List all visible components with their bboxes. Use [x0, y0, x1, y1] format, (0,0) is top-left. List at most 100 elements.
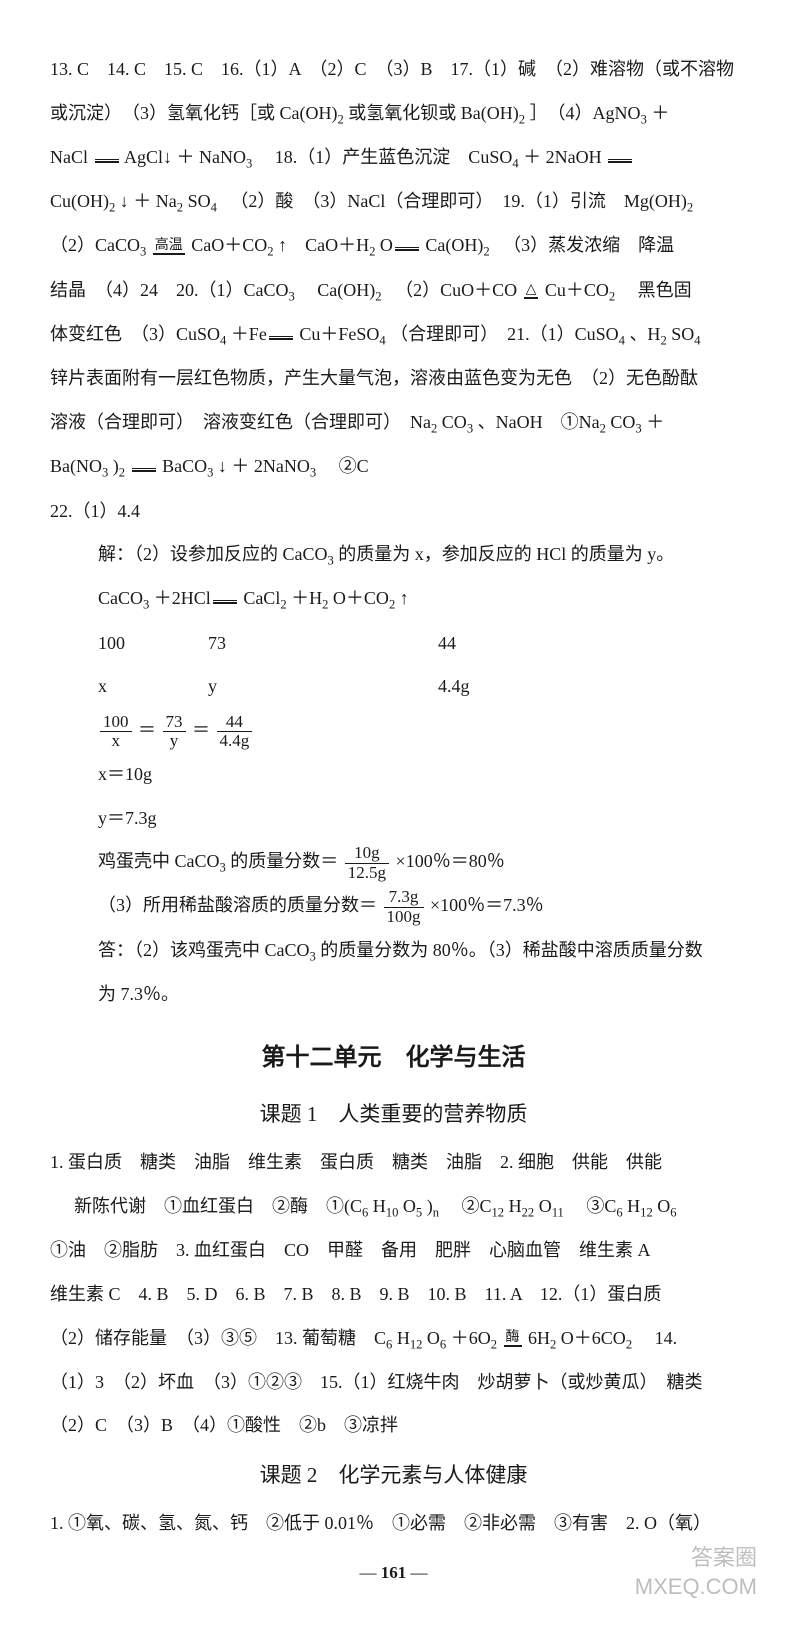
- proportion-equation: 100x ＝ 73y ＝ 444.4g: [50, 711, 737, 751]
- reaction-condition-triangle: △: [524, 283, 539, 300]
- txt: ＋Fe: [231, 324, 267, 344]
- topic-2-heading: 课题 2 化学元素与人体健康: [50, 1452, 737, 1498]
- equals-icon: [132, 467, 156, 469]
- u12-t2-q1: 1. ①氧、碳、氢、氮、钙 ②低于 0.01％ ①必需 ②非必需 ③有害 2. …: [50, 1504, 737, 1544]
- txt: 答：（2）该鸡蛋壳中 CaCO: [98, 940, 310, 960]
- u12-q3: ①油 ②脂肪 3. 血红蛋白 CO 甲醛 备用 肥胖 心脑血管 维生素 A: [50, 1231, 737, 1271]
- x-equals: x＝10g: [50, 755, 737, 795]
- u12-q1: 1. 蛋白质 糖类 油脂 维生素 蛋白质 糖类 油脂 2. 细胞 供能 供能: [50, 1143, 737, 1183]
- reaction-condition-high-temp: 高温: [153, 239, 185, 256]
- txt: 的质量为 x，参加反应的 HCl 的质量为 y。: [338, 544, 674, 564]
- txt: NaCl: [50, 147, 93, 167]
- txt: ②C: [321, 456, 369, 476]
- txt: Cu＋FeSO: [299, 324, 379, 344]
- txt: O: [657, 1196, 670, 1216]
- val: 100: [98, 624, 208, 664]
- txt: （合理即可） 21.（1）CuSO: [390, 324, 619, 344]
- fraction: 100x: [100, 713, 132, 751]
- txt: （2）酸 （3）NaCl（合理即可） 19.（1）引流 Mg(OH): [221, 191, 686, 211]
- txt: 的质量分数＝: [230, 851, 338, 871]
- line-20-1: 结晶 （4）24 20.（1）CaCO3 Ca(OH)2 （2）CuO＋CO △…: [50, 271, 737, 311]
- page-content: 13. C 14. C 15. C 16.（1）A （2）C （3）B 17.（…: [0, 0, 787, 1631]
- line-19-2: （2）CaCO3 高温 CaO＋CO2 ↑ CaO＋H2 O Ca(OH)2 （…: [50, 226, 737, 266]
- line-22-1: 22.（1）4.4: [50, 492, 737, 532]
- txt: 18.（1）产生蓝色沉淀 CuSO: [257, 147, 513, 167]
- txt: （2）CuO＋CO: [386, 280, 517, 300]
- txt: CO: [610, 412, 635, 432]
- line-18-2: Cu(OH)2 ↓ ＋ Na2 SO4 （2）酸 （3）NaCl（合理即可） 1…: [50, 182, 737, 222]
- equation-caco3-hcl: CaCO3 ＋2HCl CaCl2 ＋H2 O＋CO2 ↑: [50, 579, 737, 619]
- page-number: — 161 —: [50, 1554, 737, 1591]
- txt: ②C: [443, 1196, 491, 1216]
- equals-icon: [269, 335, 293, 337]
- stoich-var-row: x y 4.4g: [98, 667, 737, 707]
- txt: AgCl↓ ＋ NaNO: [124, 147, 246, 167]
- mass-fraction-egg: 鸡蛋壳中 CaCO3 的质量分数＝ 10g12.5g ×100％＝80％: [50, 842, 737, 882]
- u12-q5: （2）储存能量 （3）③⑤ 13. 葡萄糖 C6 H12 O6 ＋6O2 酶 6…: [50, 1319, 737, 1359]
- txt: CaCO: [98, 588, 143, 608]
- u12-q2: 新陈代谢 ①血红蛋白 ②酶 ①(C6 H10 O5 )n ②C12 H22 O1…: [50, 1187, 737, 1227]
- equals-icon: [395, 246, 419, 248]
- txt: （3）蒸发浓缩 降温: [494, 235, 674, 255]
- txt: ＋6O: [451, 1328, 491, 1348]
- txt: ＋: [646, 412, 664, 432]
- topic-1-heading: 课题 1 人类重要的营养物质: [50, 1091, 737, 1137]
- txt: Ba(NO: [50, 456, 102, 476]
- line-20-3: 体变红色 （3）CuSO4 ＋Fe Cu＋FeSO4 （合理即可） 21.（1）…: [50, 315, 737, 355]
- txt: CaO＋CO: [191, 235, 267, 255]
- line-21-3: Ba(NO3 )2 BaCO3 ↓ ＋ 2NaNO3 ②C: [50, 447, 737, 487]
- txt: O＋CO: [333, 588, 389, 608]
- txt: （2）储存能量 （3）③⑤ 13. 葡萄糖 C: [50, 1328, 386, 1348]
- txt: O: [403, 1196, 416, 1216]
- equals-icon: [95, 158, 119, 160]
- txt: 的质量分数为 80％。（3）稀盐酸中溶质质量分数: [320, 940, 703, 960]
- u12-q4: 维生素 C 4. B 5. D 6. B 7. B 8. B 9. B 10. …: [50, 1275, 737, 1315]
- txt: 黑色固: [620, 280, 692, 300]
- fraction: 444.4g: [217, 713, 253, 751]
- u12-q6: （1）3 （2）坏血 （3）①②③ 15.（1）红烧牛肉 炒胡萝卜（或炒黄瓜） …: [50, 1363, 737, 1403]
- txt: Ca(OH): [299, 280, 375, 300]
- txt: ↑ CaO＋H: [278, 235, 369, 255]
- txt: 结晶 （4）24 20.（1）CaCO: [50, 280, 289, 300]
- mass-fraction-hcl: （3）所用稀盐酸溶质的质量分数＝ 7.3g100g ×100％＝7.3％: [50, 886, 737, 926]
- txt: ］ （4）AgNO: [530, 103, 641, 123]
- txt: BaCO: [162, 456, 207, 476]
- line-21-2: 溶液（合理即可） 溶液变红色（合理即可） Na2 CO3 、NaOH ①Na2 …: [50, 403, 737, 443]
- txt: ×100％＝7.3％: [430, 895, 544, 915]
- txt: 、H: [629, 324, 660, 344]
- line-18-1: NaCl AgCl↓ ＋ NaNO3 18.（1）产生蓝色沉淀 CuSO4 ＋ …: [50, 138, 737, 178]
- txt: 6H: [528, 1328, 550, 1348]
- txt: 解：（2）设参加反应的 CaCO: [98, 544, 328, 564]
- u12-q7: （2）C （3）B （4）①酸性 ②b ③凉拌: [50, 1406, 737, 1446]
- answer-line-1: 答：（2）该鸡蛋壳中 CaCO3 的质量分数为 80％。（3）稀盐酸中溶质质量分…: [50, 931, 737, 971]
- txt: ↓ ＋ 2NaNO: [218, 456, 310, 476]
- txt: SO: [671, 324, 694, 344]
- val: 4.4g: [438, 667, 470, 707]
- answer-line-2: 为 7.3％。: [50, 975, 737, 1015]
- val: y: [208, 667, 438, 707]
- txt: CO: [442, 412, 467, 432]
- txt: 或沉淀） （3）氢氧化钙［或 Ca(OH): [50, 103, 337, 123]
- line-22-sol-1: 解：（2）设参加反应的 CaCO3 的质量为 x，参加反应的 HCl 的质量为 …: [50, 535, 737, 575]
- txt: 14.: [637, 1328, 678, 1348]
- unit-12-heading: 第十二单元 化学与生活: [50, 1032, 737, 1085]
- txt: SO: [188, 191, 211, 211]
- fraction: 7.3g100g: [384, 888, 424, 926]
- txt: ↓ ＋ Na: [120, 191, 177, 211]
- txt: ＋2HCl: [154, 588, 211, 608]
- txt: 或氢氧化钡或 Ba(OH): [348, 103, 518, 123]
- y-equals: y＝7.3g: [50, 799, 737, 839]
- txt: Cu(OH): [50, 191, 109, 211]
- txt: （2）CaCO: [50, 235, 140, 255]
- val: 44: [438, 624, 456, 664]
- line-17-2: 或沉淀） （3）氢氧化钙［或 Ca(OH)2 或氢氧化钡或 Ba(OH)2 ］ …: [50, 94, 737, 134]
- reaction-condition-enzyme: 酶: [504, 1331, 522, 1348]
- stoich-mass-row: 100 73 44: [98, 624, 737, 664]
- val: 73: [208, 624, 438, 664]
- txt: O＋6CO: [561, 1328, 626, 1348]
- txt: Ca(OH): [425, 235, 483, 255]
- txt: ③C: [568, 1196, 616, 1216]
- txt: H: [509, 1196, 522, 1216]
- txt: 新陈代谢 ①血红蛋白 ②酶 ①(C: [74, 1196, 362, 1216]
- txt: O: [427, 1328, 440, 1348]
